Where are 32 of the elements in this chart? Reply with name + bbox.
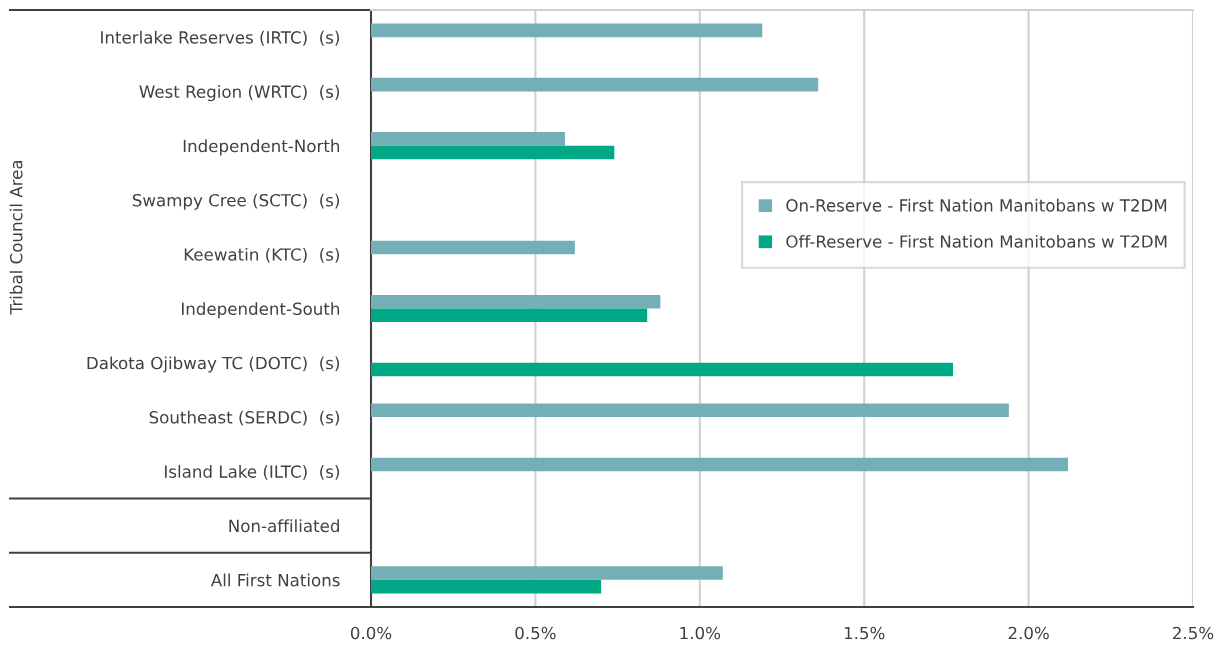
bar [371, 23, 763, 38]
x-tick-label: 1.0% [680, 626, 721, 640]
bar [371, 294, 661, 309]
y-tick-label: Independent-South [181, 302, 340, 319]
bar [371, 457, 1069, 472]
bar [371, 579, 602, 594]
bar [371, 403, 1009, 418]
y-tick-label: Non-affiliated [229, 519, 339, 533]
bar [371, 308, 648, 323]
y-tick-label: Dakota Ojibway TC (DOTC) (s) [87, 356, 340, 373]
y-tick-label: Island Lake (ILTC) (s) [165, 464, 340, 480]
x-tick-label: 1.5% [844, 626, 885, 640]
legend-label: On-Reserve - First Nation Manitobans w T2DM [786, 198, 1167, 212]
x-tick-label: 2.0% [1008, 626, 1049, 640]
y-tick-label: Southeast (SERDC) (s) [149, 410, 340, 426]
x-tick-label: 2.5% [1173, 626, 1214, 640]
y-tick-label: Keewatin (KTC) (s) [184, 247, 340, 263]
bar [371, 240, 575, 255]
x-tick-label: 0.5% [515, 626, 556, 640]
bar [371, 77, 819, 92]
y-tick-label: Interlake Reserves (IRTC) (s) [101, 30, 340, 46]
bar [371, 145, 615, 160]
y-tick-label: West Region (WRTC) (s) [139, 85, 340, 102]
y-axis-title: Tribal Council Area [9, 160, 23, 315]
y-tick-label: Swampy Cree (SCTC) (s) [132, 193, 340, 210]
x-tick-label: 0.0% [350, 626, 392, 640]
bar [371, 362, 953, 377]
y-tick-label: Independent-North [183, 139, 340, 156]
legend-label: Off-Reserve - First Nation Manitobans w T2DM [786, 234, 1167, 248]
bar [371, 132, 565, 146]
bar [371, 566, 723, 580]
y-tick-label: All First Nations [210, 573, 340, 587]
